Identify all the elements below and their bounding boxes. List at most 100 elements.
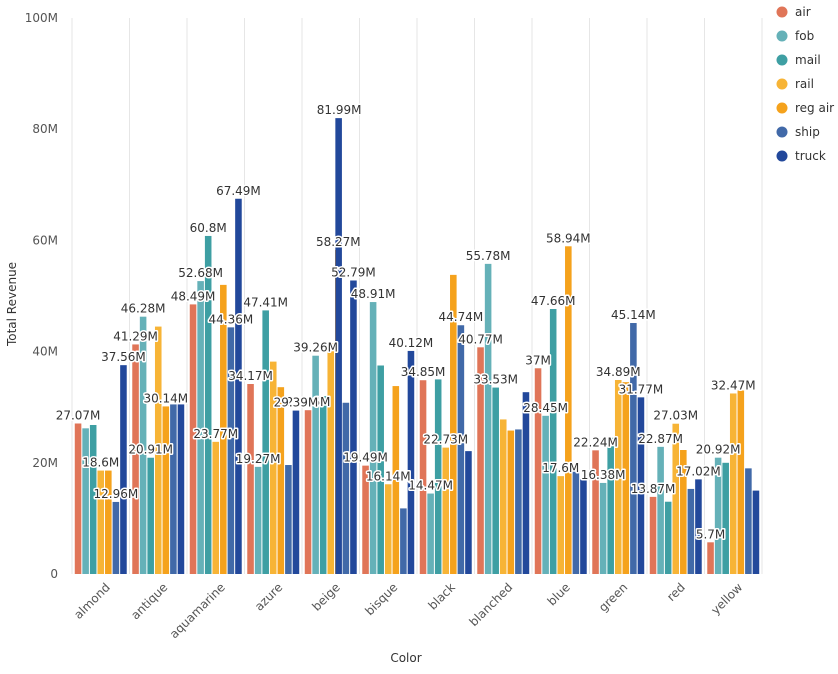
bar-ship-bisque (400, 508, 407, 574)
label-mail-azure: 47.41M (243, 295, 288, 309)
bar-mail-azure (262, 310, 269, 574)
bar-reg-air-black (450, 274, 457, 574)
label-truck-red: 17.02M (676, 464, 721, 478)
bar-reg-air-blanched (507, 430, 515, 574)
bar-air-beige (304, 410, 312, 574)
bar-truck-almond (120, 365, 127, 574)
bar-rail-red (672, 423, 680, 574)
label-truck-almond: 37.56M (101, 350, 146, 364)
bar-rail-yellow (729, 393, 737, 574)
bar-rail-aquamarine (212, 441, 220, 574)
legend-item-mail[interactable]: mail (795, 53, 821, 67)
y-tick-label: 100M (25, 11, 58, 25)
bar-fob-bisque (369, 302, 377, 574)
bar-mail-green (607, 437, 614, 574)
bar-air-blue (534, 368, 542, 574)
label-reg-air-beige: 58.27M (316, 235, 361, 249)
label-rail-green: 34.89M (596, 365, 641, 379)
legend-swatch-fob (776, 30, 788, 42)
bar-mail-antique (147, 457, 154, 574)
label-ship-green: 45.14M (611, 308, 656, 322)
legend-item-truck[interactable]: truck (795, 149, 826, 163)
bar-ship-red (687, 488, 695, 574)
label-rail-yellow: 32.47M (711, 378, 756, 392)
bar-ship-blanched (515, 429, 522, 574)
bar-fob-yellow (714, 457, 722, 574)
legend-item-reg-air[interactable]: reg air (795, 101, 834, 115)
label-air-aquamarine: 48.49M (171, 289, 216, 303)
bar-ship-blue (572, 467, 580, 574)
bar-ship-aquamarine (227, 327, 235, 574)
bar-air-green (592, 450, 599, 574)
bar-fob-blanched (484, 263, 492, 574)
legend-item-air[interactable]: air (795, 5, 811, 19)
bar-fob-green (599, 482, 607, 574)
label-fob-aquamarine: 52.68M (178, 266, 223, 280)
legend-swatch-rail (776, 78, 788, 90)
bar-fob-antique (139, 316, 147, 574)
label-rail-aquamarine: 23.77M (193, 427, 238, 441)
label-rail-blue: 17.6M (542, 461, 579, 475)
bar-reg-air-antique (162, 406, 170, 574)
bar-truck-bisque (407, 350, 415, 574)
bar-mail-yellow (722, 462, 729, 574)
bar-ship-beige (342, 402, 350, 574)
bar-reg-air-aquamarine (220, 284, 227, 574)
bar-rail-black (442, 447, 450, 574)
bar-air-antique (132, 344, 139, 574)
label-air-blue: 37M (525, 353, 551, 367)
label-mail-antique: 20.91M (128, 443, 173, 457)
label-rail-black: 22.73M (423, 433, 468, 447)
label-ship-aquamarine: 44.36M (209, 312, 254, 326)
bar-mail-black (434, 379, 442, 574)
bar-truck-black (465, 451, 472, 574)
legend-item-rail[interactable]: rail (795, 77, 814, 91)
x-tick-label-green: green (596, 580, 630, 614)
legend-swatch-reg-air (776, 102, 788, 114)
label-air-black: 34.85M (401, 365, 446, 379)
legend-item-fob[interactable]: fob (795, 29, 814, 43)
bar-truck-blanched (522, 392, 530, 574)
bar-air-aquamarine (189, 304, 197, 574)
bar-mail-blanched (492, 387, 499, 574)
bar-mail-blue (549, 309, 557, 574)
bar-rail-blue (557, 476, 565, 574)
bar-mail-almond (89, 424, 97, 574)
label-fob-yellow: 20.92M (696, 443, 741, 457)
legend-item-ship[interactable]: ship (795, 125, 820, 139)
label-truck-beige: 52.79M (331, 265, 376, 279)
label-fob-black: 14.47M (408, 479, 453, 493)
label-ship-black: 44.74M (439, 310, 484, 324)
legend-swatch-ship (776, 126, 788, 138)
bar-fob-blue (542, 415, 549, 574)
bar-fob-red (657, 446, 664, 574)
label-ship-almond: 12.96M (94, 487, 139, 501)
bar-rail-almond (97, 470, 105, 574)
bar-rail-azure (269, 361, 277, 574)
bar-reg-air-green (622, 382, 630, 574)
bars (74, 118, 760, 575)
label-reg-air-blue: 58.94M (546, 231, 591, 245)
label-air-green: 22.24M (573, 435, 618, 449)
label-truck-bisque: 40.12M (389, 336, 434, 350)
bar-air-bisque (362, 465, 369, 574)
x-tick-label-yellow: yellow (708, 580, 745, 617)
bar-ship-black (457, 325, 465, 574)
gridlines (71, 18, 763, 574)
label-mail-blanched: 33.53M (473, 373, 518, 387)
label-mail-blue: 47.66M (531, 294, 576, 308)
label-air-antique: 41.29M (113, 329, 158, 343)
bar-fob-almond (82, 428, 89, 574)
bar-fob-black (427, 493, 434, 574)
x-tick-label-black: black (425, 580, 457, 612)
legend-swatch-air (776, 6, 788, 18)
x-tick-label-almond: almond (71, 580, 113, 622)
bar-reg-air-azure (277, 387, 285, 574)
label-air-almond: 27.07M (56, 408, 101, 422)
bar-reg-air-bisque (392, 386, 400, 574)
label-truck-green: 31.77M (619, 382, 664, 396)
label-air-red: 13.87M (631, 482, 676, 496)
label-fob-blanched: 55.78M (466, 249, 511, 263)
bar-extra-beige (335, 118, 342, 575)
